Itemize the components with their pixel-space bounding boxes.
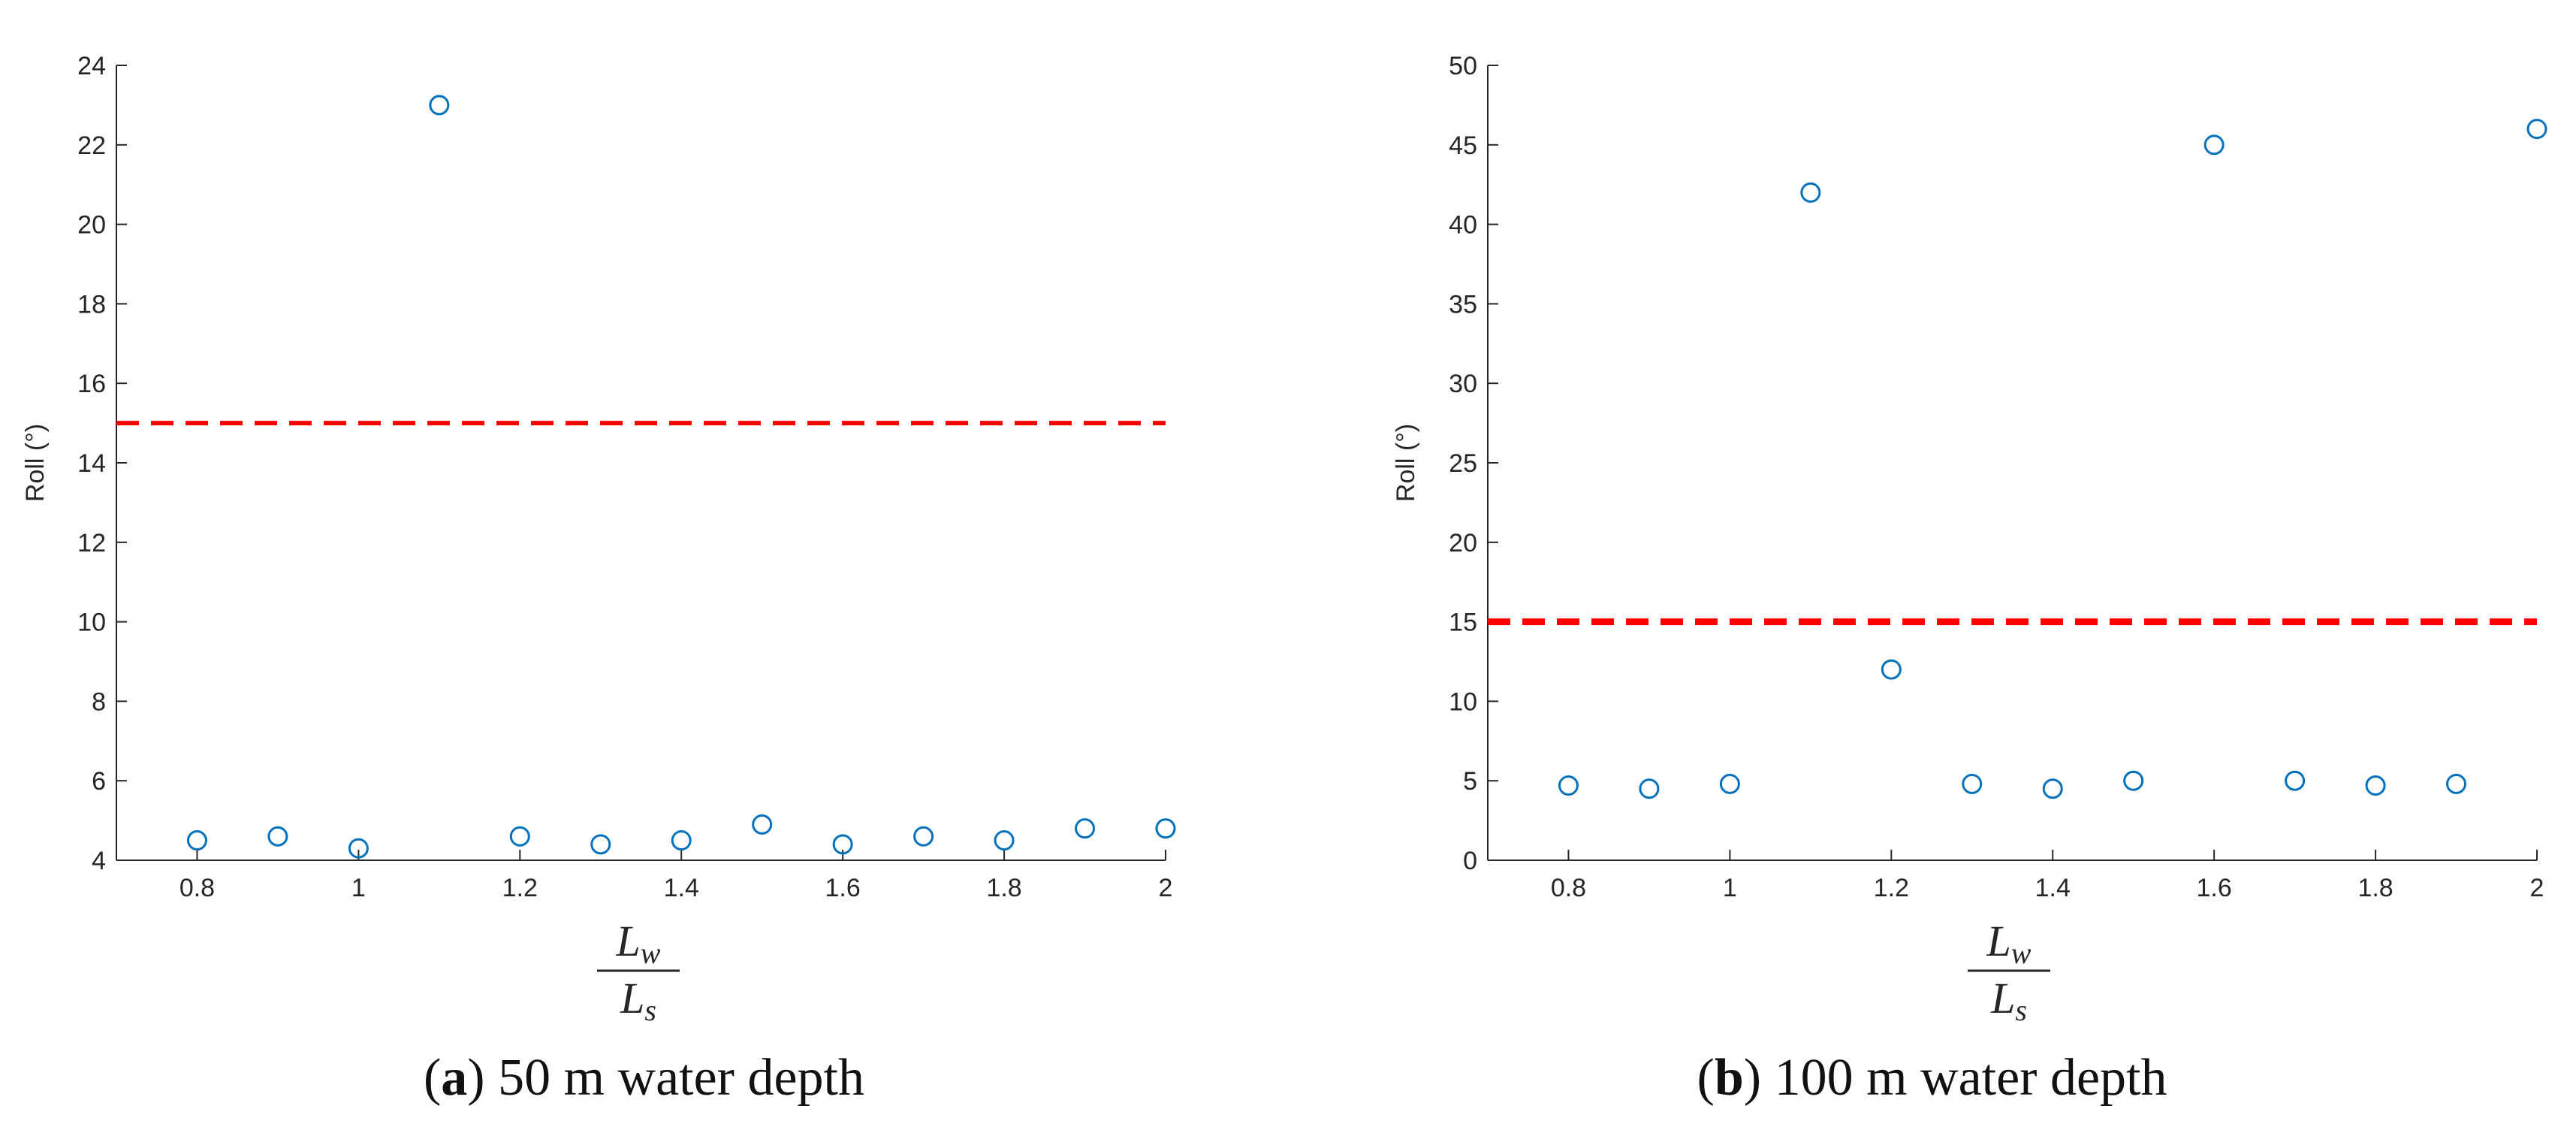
x-tick-label: 1.2 (1874, 874, 1909, 902)
data-point (752, 814, 773, 835)
data-point (267, 826, 288, 847)
y-tick-label: 35 (1449, 290, 1477, 319)
x-tick-label: 1.4 (664, 874, 699, 902)
caption-a-text: 50 m water depth (484, 1049, 865, 1107)
x-tick-label: 1.4 (2035, 874, 2071, 902)
data-point (913, 826, 934, 847)
caption-b-text: 100 m water depth (1761, 1049, 2167, 1107)
y-tick-label: 6 (92, 767, 106, 796)
y-tick-label: 8 (92, 687, 106, 716)
y-tick-label: 24 (77, 52, 106, 80)
data-point (429, 95, 450, 116)
data-point (509, 826, 530, 847)
data-point (1800, 182, 1821, 203)
x-tick-label: 1.2 (502, 874, 538, 902)
y-tick-label: 12 (77, 529, 106, 557)
y-tick-label: 40 (1449, 211, 1477, 240)
y-tick-label: 45 (1449, 131, 1477, 160)
chart-panel-b: 0 5 10 15 20 25 30 35 40 45 50 0.8 1 1.2 1.4 1.6 1.8 2 Rol… (1288, 0, 2576, 1142)
data-point (2365, 775, 2386, 796)
y-tick-label: 25 (1449, 449, 1477, 478)
data-point (1075, 818, 1096, 839)
x-tick-label: 0.8 (179, 874, 215, 902)
data-point (2285, 770, 2306, 791)
y-tick-label: 30 (1449, 370, 1477, 398)
x-tick-label: 1.8 (986, 874, 1021, 902)
x-tick-label: 0.8 (1551, 874, 1586, 902)
y-tick-label: 10 (1449, 687, 1477, 716)
y-tick-label: 0 (1463, 847, 1477, 875)
x-label-numerator: Lw (1986, 917, 2032, 970)
x-tick-label: 2 (1159, 874, 1173, 902)
chart-panel-a: 4 6 8 10 12 14 16 18 20 22 24 0.8 1 1.2 1.4 1.6 1.8 2 Roll… (21, 52, 1176, 1107)
data-point (1881, 659, 1902, 680)
data-point (2446, 773, 2467, 794)
x-label-numerator: Lw (616, 917, 661, 970)
data-point (994, 830, 1015, 851)
data-point (2203, 134, 2225, 156)
data-point (590, 834, 611, 855)
data-point (1962, 773, 1983, 794)
chart-a-svg: 4 6 8 10 12 14 16 18 20 22 24 0.8 1 1.2 1.4 1.6 1.8 2 Roll… (21, 52, 1176, 1027)
y-tick-label: 18 (77, 290, 106, 319)
y-tick-label: 50 (1449, 52, 1477, 80)
data-point (1719, 773, 1740, 794)
caption-b: (b) 100 m water depth (1697, 1049, 2167, 1107)
data-point (2526, 119, 2547, 140)
data-point (1639, 778, 1660, 799)
y-tick-label: 22 (77, 131, 106, 160)
caption-a: (a) 50 m water depth (423, 1049, 865, 1107)
x-label-denominator: Ls (620, 974, 656, 1027)
y-axis-label: Roll (°) (21, 424, 50, 502)
data-point (1155, 818, 1176, 839)
x-tick-label: 1.6 (825, 874, 861, 902)
x-tick-label: 1 (1723, 874, 1737, 902)
data-point (186, 830, 207, 851)
x-tick-label: 1 (351, 874, 366, 902)
data-point (1558, 775, 1579, 796)
y-tick-label: 10 (77, 609, 106, 637)
caption-a-letter: a (441, 1049, 468, 1107)
data-point (2123, 770, 2144, 791)
y-axis-label: Roll (°) (1392, 424, 1420, 502)
x-tick-label: 1.8 (2357, 874, 2393, 902)
x-tick-label: 2 (2530, 874, 2544, 902)
y-tick-label: 14 (77, 449, 106, 478)
data-point (348, 838, 369, 859)
x-tick-label: 1.6 (2197, 874, 2232, 902)
y-tick-label: 20 (1449, 529, 1477, 557)
chart-b-svg: 0 5 10 15 20 25 30 35 40 45 50 0.8 1 1.2 1.4 1.6 1.8 2 Rol… (1392, 52, 2547, 1027)
x-label-denominator: Ls (1990, 974, 2027, 1027)
data-point (671, 830, 692, 851)
y-tick-label: 20 (77, 211, 106, 240)
y-tick-label: 16 (77, 370, 106, 398)
y-tick-label: 15 (1449, 609, 1477, 637)
data-point (2042, 778, 2063, 799)
caption-b-letter: b (1714, 1049, 1744, 1107)
y-tick-label: 4 (92, 847, 106, 875)
data-point (832, 834, 853, 855)
y-tick-label: 5 (1463, 767, 1477, 796)
